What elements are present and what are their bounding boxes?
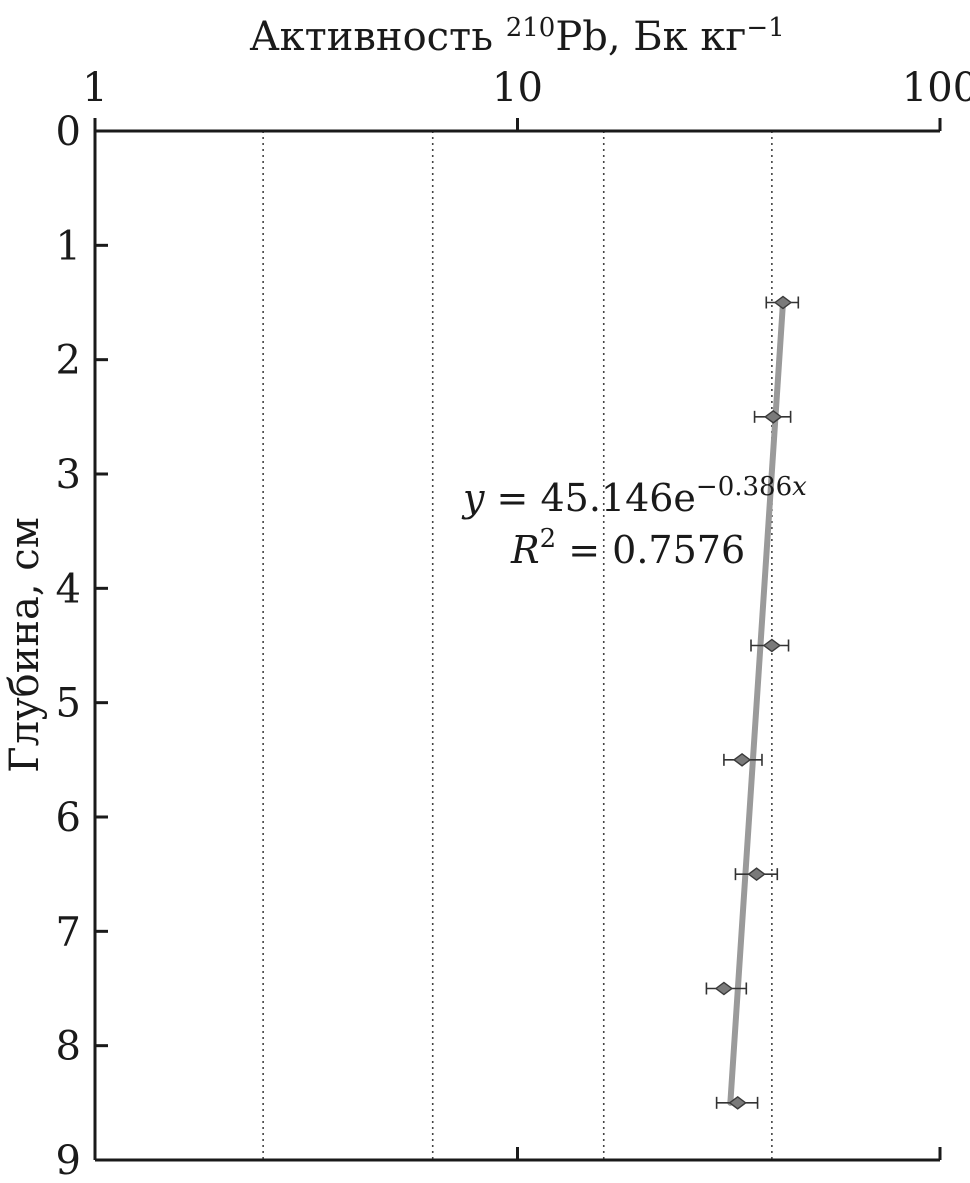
data-point-2 bbox=[750, 638, 790, 653]
fit-r-squared-power: 2 bbox=[540, 524, 557, 554]
fit-equation: y = 45.146e−0.386x bbox=[461, 472, 807, 520]
x-tick-label-2: 100 bbox=[902, 65, 970, 111]
data-point-6 bbox=[715, 1095, 759, 1110]
fit-equation-var: y bbox=[461, 476, 485, 520]
x-ticks: 1 10 100 bbox=[82, 65, 970, 1160]
y-tick-label-2: 2 bbox=[56, 338, 81, 384]
y-tick-label-9: 9 bbox=[56, 1138, 81, 1183]
fit-r-squared-var: R bbox=[510, 528, 540, 572]
data-point-5 bbox=[705, 981, 748, 996]
marker-5 bbox=[714, 981, 734, 996]
x-axis-title-element: Pb bbox=[555, 14, 608, 60]
y-tick-label-7: 7 bbox=[56, 909, 81, 955]
data-point-1 bbox=[753, 409, 792, 424]
y-tick-label-1: 1 bbox=[56, 223, 81, 269]
x-axis-title: Активность 210Pb, Бк кг−1 bbox=[249, 13, 784, 60]
marker-0 bbox=[773, 295, 793, 310]
fit-equation-exponent-var: x bbox=[792, 472, 807, 502]
trendline bbox=[727, 299, 786, 1106]
y-tick-label-6: 6 bbox=[56, 795, 81, 841]
y-tick-label-4: 4 bbox=[56, 566, 81, 612]
fit-equation-exponent: −0.386 bbox=[696, 472, 792, 502]
y-tick-label-0: 0 bbox=[56, 109, 81, 155]
data-point-0 bbox=[765, 295, 800, 310]
marker-4 bbox=[747, 867, 766, 882]
axes bbox=[93, 129, 940, 1162]
x-tick-label-1: 10 bbox=[492, 65, 543, 111]
x-axis-title-isotope: 210 bbox=[506, 13, 556, 43]
trendline-layer bbox=[727, 299, 786, 1106]
gridlines bbox=[262, 131, 773, 1160]
marker-3 bbox=[732, 752, 752, 767]
y-axis-title: Глубина, см bbox=[2, 517, 48, 773]
marker-1 bbox=[764, 409, 783, 424]
y-tick-label-3: 3 bbox=[56, 452, 81, 498]
fit-r-squared: R2 = 0.7576 bbox=[510, 524, 745, 572]
fit-equation-rhs: = 45.146e bbox=[484, 476, 695, 520]
marker-2 bbox=[762, 638, 782, 653]
fit-r-squared-rhs: = 0.7576 bbox=[556, 528, 745, 572]
y-tick-label-8: 8 bbox=[56, 1024, 81, 1070]
x-axis-title-text: Активность bbox=[249, 14, 505, 60]
x-axis-title-units: , Бк кг bbox=[608, 14, 747, 60]
x-tick-label-0: 1 bbox=[82, 65, 107, 111]
y-ticks: 0 1 2 3 4 5 6 7 8 9 bbox=[56, 109, 108, 1183]
data-point-3 bbox=[723, 752, 763, 767]
x-axis-title-exponent: −1 bbox=[746, 13, 784, 43]
data-points bbox=[705, 295, 800, 1110]
y-tick-label-5: 5 bbox=[56, 681, 81, 727]
data-point-4 bbox=[734, 867, 779, 882]
marker-6 bbox=[728, 1095, 747, 1110]
